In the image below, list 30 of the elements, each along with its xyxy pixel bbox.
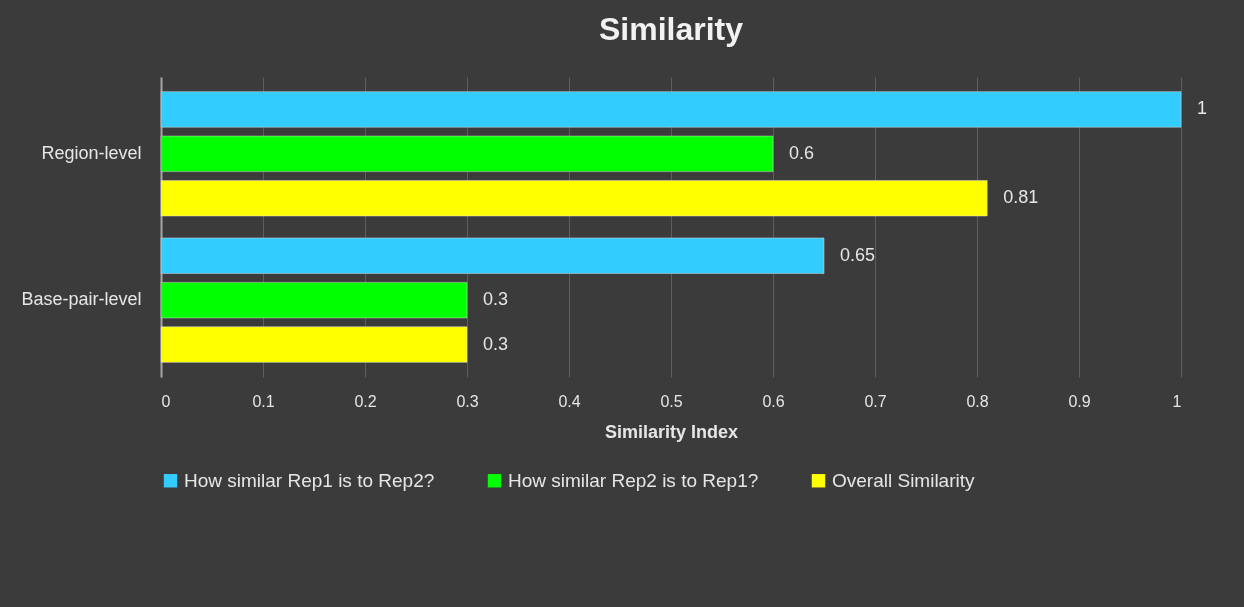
x-tick-label: 0 (161, 392, 171, 410)
x-tick-label: 0.5 (660, 392, 683, 410)
bar (160, 180, 988, 217)
x-tick-label: 0.3 (456, 392, 479, 410)
y-tick-label: Region-level (41, 142, 142, 163)
data-label: 0.65 (840, 244, 876, 265)
x-tick-label: 0.7 (864, 392, 887, 410)
bar (160, 91, 1182, 128)
x-tick-label: 0.1 (252, 392, 275, 410)
legend-label: How similar Rep2 is to Rep1? (508, 469, 759, 491)
bar (160, 282, 468, 319)
data-label: 1 (1197, 98, 1208, 119)
y-tick-label: Base-pair-level (21, 289, 142, 310)
bar (160, 326, 468, 363)
bar (160, 135, 774, 172)
x-tick-label: 1 (1172, 392, 1182, 410)
x-tick-label: 0.4 (558, 392, 581, 410)
x-axis-title: Similarity Index (604, 421, 739, 442)
x-tick-label: 0.9 (1068, 392, 1091, 410)
bar (160, 237, 825, 274)
data-label: 0.3 (483, 333, 509, 354)
data-label: 0.3 (483, 289, 509, 310)
data-label: 0.6 (789, 142, 815, 163)
x-tick-label: 0.6 (762, 392, 785, 410)
legend-label: Overall Similarity (832, 469, 976, 491)
data-label: 0.81 (1003, 187, 1039, 208)
x-tick-label: 0.8 (966, 392, 989, 410)
legend-label: How similar Rep1 is to Rep2? (184, 469, 435, 491)
x-tick-label: 0.2 (354, 392, 377, 410)
chart-title: Similarity (598, 11, 744, 47)
